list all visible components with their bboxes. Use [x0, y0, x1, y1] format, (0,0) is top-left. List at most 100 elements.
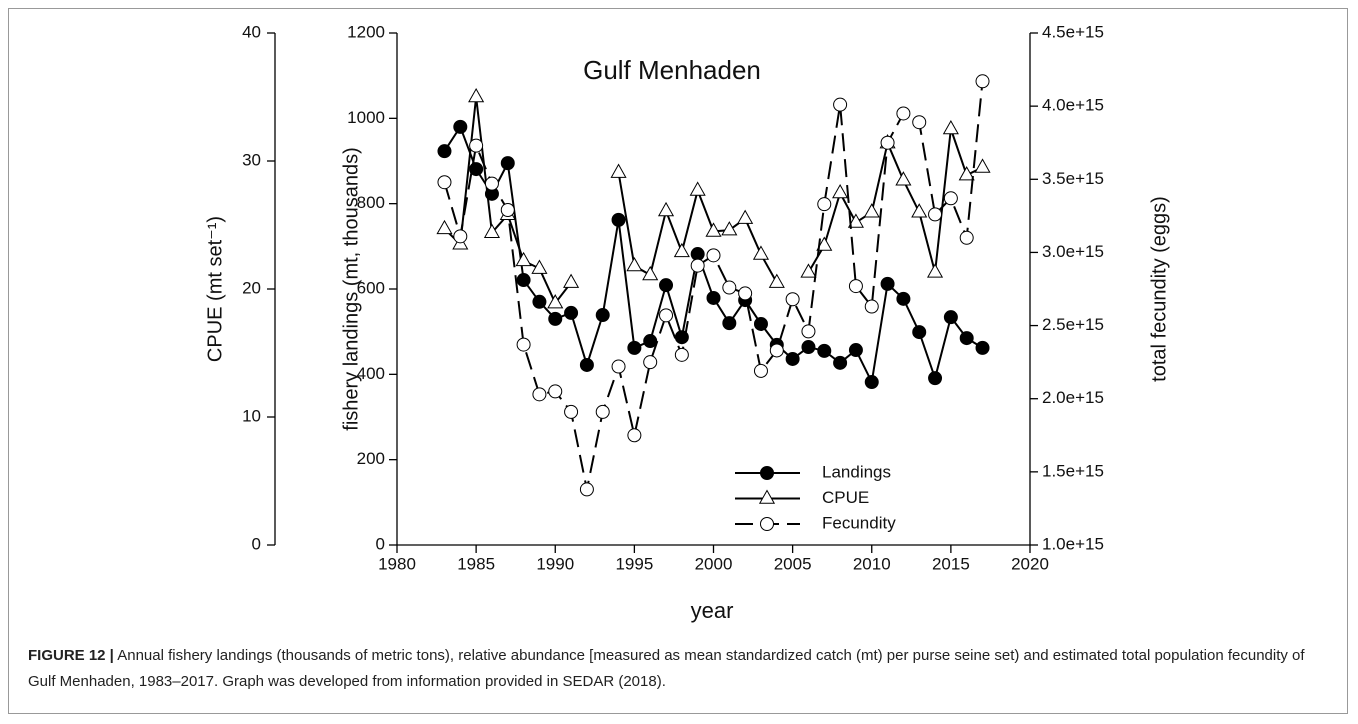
marker: [610, 163, 627, 178]
marker: [959, 230, 974, 245]
marker: [563, 273, 580, 288]
marker: [911, 203, 928, 218]
y3-axis-label: CPUE (mt set⁻¹): [204, 216, 226, 362]
marker: [801, 340, 816, 355]
x-tick-label: 2015: [932, 554, 970, 573]
marker: [500, 203, 515, 218]
marker: [689, 181, 706, 196]
legend-label: Landings: [822, 462, 891, 481]
marker: [958, 166, 975, 181]
marker: [611, 212, 626, 227]
marker: [469, 138, 484, 153]
legend-label: Fecundity: [822, 513, 896, 532]
marker: [768, 273, 785, 288]
y2-tick-label: 4.5e+15: [1042, 22, 1104, 41]
marker: [833, 355, 848, 370]
y2-tick-label: 2.0e+15: [1042, 388, 1104, 407]
x-tick-label: 1990: [536, 554, 574, 573]
marker: [500, 156, 515, 171]
x-axis-label: year: [691, 598, 734, 623]
marker: [673, 242, 690, 258]
x-tick-label: 2010: [853, 554, 891, 573]
x-tick-label: 2000: [695, 554, 733, 573]
marker: [579, 482, 594, 497]
x-tick-label: 2020: [1011, 554, 1049, 573]
marker: [595, 308, 610, 323]
marker: [437, 175, 452, 190]
marker: [785, 292, 800, 307]
marker: [706, 248, 721, 263]
marker: [643, 355, 658, 370]
marker: [974, 158, 991, 173]
y3-tick-label: 40: [242, 22, 261, 41]
marker: [943, 310, 958, 325]
marker: [832, 183, 849, 199]
marker: [926, 263, 944, 278]
marker: [769, 343, 784, 358]
marker: [912, 115, 927, 130]
marker: [516, 337, 531, 352]
marker: [848, 343, 863, 358]
legend-label: CPUE: [822, 488, 869, 507]
marker: [753, 316, 768, 331]
chart-title: Gulf Menhaden: [583, 55, 761, 85]
marker: [548, 384, 563, 399]
marker: [943, 191, 958, 206]
marker: [579, 357, 594, 372]
marker: [659, 278, 674, 293]
marker: [721, 221, 738, 236]
marker: [690, 247, 705, 262]
marker: [722, 280, 737, 295]
marker: [547, 294, 564, 309]
marker: [611, 359, 626, 374]
figure-frame: [8, 8, 1348, 714]
marker: [896, 291, 911, 306]
marker: [816, 236, 833, 251]
marker: [817, 197, 832, 212]
marker: [690, 258, 705, 273]
marker: [880, 276, 895, 291]
x-tick-label: 1985: [457, 554, 495, 573]
marker: [642, 265, 659, 281]
x-tick-label: 2005: [774, 554, 812, 573]
marker: [760, 517, 774, 531]
marker: [453, 229, 468, 244]
marker: [817, 343, 832, 358]
caption-text: Annual fishery landings (thousands of me…: [28, 647, 1305, 690]
series-line: [443, 96, 983, 306]
marker: [864, 375, 879, 390]
marker: [753, 363, 768, 378]
marker: [722, 316, 737, 331]
marker: [595, 404, 610, 419]
marker: [436, 219, 453, 235]
marker: [657, 201, 675, 217]
y-tick-label: 600: [357, 278, 385, 297]
marker: [928, 207, 943, 222]
marker: [800, 263, 817, 278]
marker: [975, 74, 990, 89]
marker: [895, 171, 912, 186]
marker: [737, 209, 754, 224]
marker: [896, 106, 911, 121]
marker: [847, 213, 864, 228]
marker: [564, 404, 579, 419]
marker: [848, 279, 863, 294]
y2-tick-label: 1.5e+15: [1042, 461, 1104, 480]
marker: [531, 259, 548, 274]
y-tick-label: 200: [357, 449, 385, 468]
marker: [880, 135, 895, 150]
marker: [833, 97, 848, 112]
marker: [564, 305, 579, 320]
y2-tick-label: 2.5e+15: [1042, 315, 1104, 334]
marker: [959, 331, 974, 346]
marker: [705, 222, 722, 237]
marker: [468, 87, 485, 103]
marker: [659, 308, 674, 323]
caption: FIGURE 12 | Annual fishery landings (tho…: [28, 643, 1333, 695]
y2-tick-label: 1.0e+15: [1042, 534, 1104, 553]
marker: [863, 203, 880, 218]
x-tick-label: 1995: [615, 554, 653, 573]
marker: [469, 162, 484, 177]
marker: [864, 299, 879, 314]
marker: [515, 251, 532, 267]
